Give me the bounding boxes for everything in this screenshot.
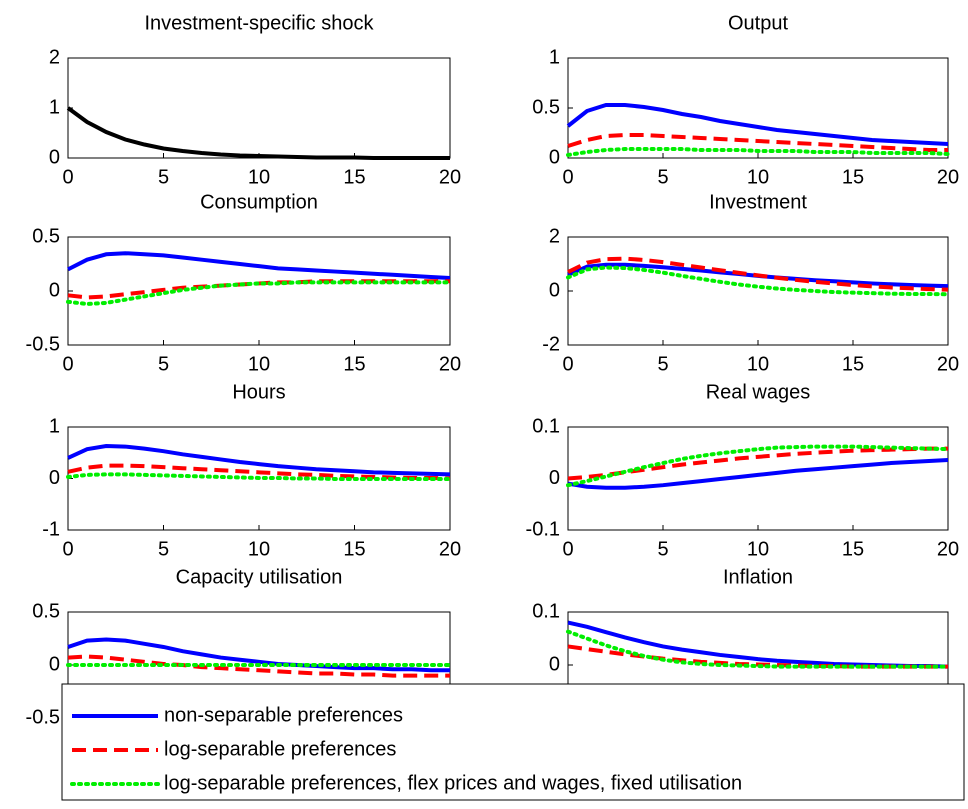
x-tick-label: 5: [657, 166, 668, 188]
x-tick-label: 5: [657, 538, 668, 560]
x-tick-label: 10: [248, 538, 270, 560]
subplot-title: Real wages: [706, 381, 811, 403]
series-line: [67, 251, 451, 281]
y-tick-label: 0: [49, 146, 60, 168]
x-tick-label: 0: [62, 166, 73, 188]
series-line: [566, 629, 950, 669]
series-line: [67, 654, 450, 678]
subplot-title: Output: [728, 12, 788, 34]
y-tick-label: -1: [42, 518, 60, 540]
subplot-title: Hours: [232, 381, 285, 403]
series-line: [66, 106, 450, 160]
y-tick-label: -0.5: [26, 706, 60, 728]
x-tick-label: 20: [937, 166, 959, 188]
y-tick-label: -2: [542, 333, 560, 355]
y-tick-label: 1: [49, 415, 60, 437]
y-tick-label: 0: [49, 467, 60, 489]
x-tick-label: 20: [439, 166, 461, 188]
y-tick-label: 1: [549, 46, 560, 68]
x-tick-label: 5: [158, 353, 169, 375]
series-line: [567, 457, 949, 490]
x-tick-label: 0: [62, 353, 73, 375]
x-tick-label: 20: [439, 353, 461, 375]
series-line: [566, 444, 950, 488]
y-tick-label: 0: [549, 467, 560, 489]
legend-label: log-separable preferences: [164, 738, 396, 760]
series-line: [567, 256, 949, 292]
subplot-title: Investment: [709, 191, 807, 213]
y-tick-label: -0.5: [26, 333, 60, 355]
series-line: [566, 265, 950, 297]
y-tick-label: 0: [49, 279, 60, 301]
x-tick-label: 20: [439, 538, 461, 560]
subplot-title: Capacity utilisation: [176, 566, 343, 588]
y-tick-label: 0.5: [32, 600, 60, 622]
subplot-title: Inflation: [723, 566, 793, 588]
subplot-title: Consumption: [200, 191, 318, 213]
y-tick-label: 0: [549, 653, 560, 675]
series-line: [567, 133, 948, 152]
axes-box: [567, 426, 949, 531]
y-tick-label: 1: [49, 96, 60, 118]
y-tick-label: 0: [549, 279, 560, 301]
y-tick-label: 0.1: [532, 600, 560, 622]
x-tick-label: 15: [343, 166, 365, 188]
series-line: [67, 463, 451, 481]
y-tick-label: 0.5: [532, 96, 560, 118]
x-tick-label: 15: [842, 166, 864, 188]
y-tick-label: 2: [49, 46, 60, 68]
axes-box: [67, 57, 451, 159]
x-tick-label: 5: [158, 166, 169, 188]
x-tick-label: 10: [747, 166, 769, 188]
x-tick-label: 15: [343, 538, 365, 560]
series-line: [67, 444, 451, 477]
series-line: [66, 472, 452, 482]
y-tick-label: 0: [549, 146, 560, 168]
series-line: [566, 147, 950, 157]
x-tick-label: 0: [562, 538, 573, 560]
x-tick-label: 15: [842, 353, 864, 375]
x-tick-label: 5: [657, 353, 668, 375]
x-tick-label: 15: [842, 538, 864, 560]
series-line: [66, 280, 452, 306]
x-tick-label: 10: [747, 353, 769, 375]
y-tick-label: 2: [549, 225, 560, 247]
y-tick-label: -0.1: [526, 518, 560, 540]
legend: non-separable preferences log-separable p…: [61, 683, 965, 801]
x-tick-label: 0: [562, 166, 573, 188]
x-tick-label: 0: [62, 538, 73, 560]
x-tick-label: 15: [343, 353, 365, 375]
series-line: [67, 637, 450, 673]
series-line: [566, 103, 949, 146]
x-tick-label: 5: [158, 538, 169, 560]
x-tick-label: 20: [937, 538, 959, 560]
legend-box: [61, 683, 965, 801]
y-tick-label: 0: [49, 653, 60, 675]
subplot-title: Investment-specific shock: [145, 12, 375, 34]
x-tick-label: 10: [248, 166, 270, 188]
legend-label: non-separable preferences: [164, 704, 403, 726]
x-tick-label: 10: [747, 538, 769, 560]
x-tick-label: 0: [562, 353, 573, 375]
y-tick-label: 0.5: [32, 225, 60, 247]
legend-label: log-separable preferences, flex prices a…: [164, 772, 742, 794]
axes-box: [567, 236, 949, 346]
x-tick-label: 10: [248, 353, 270, 375]
y-tick-label: 0.1: [532, 415, 560, 437]
x-tick-label: 20: [937, 353, 959, 375]
